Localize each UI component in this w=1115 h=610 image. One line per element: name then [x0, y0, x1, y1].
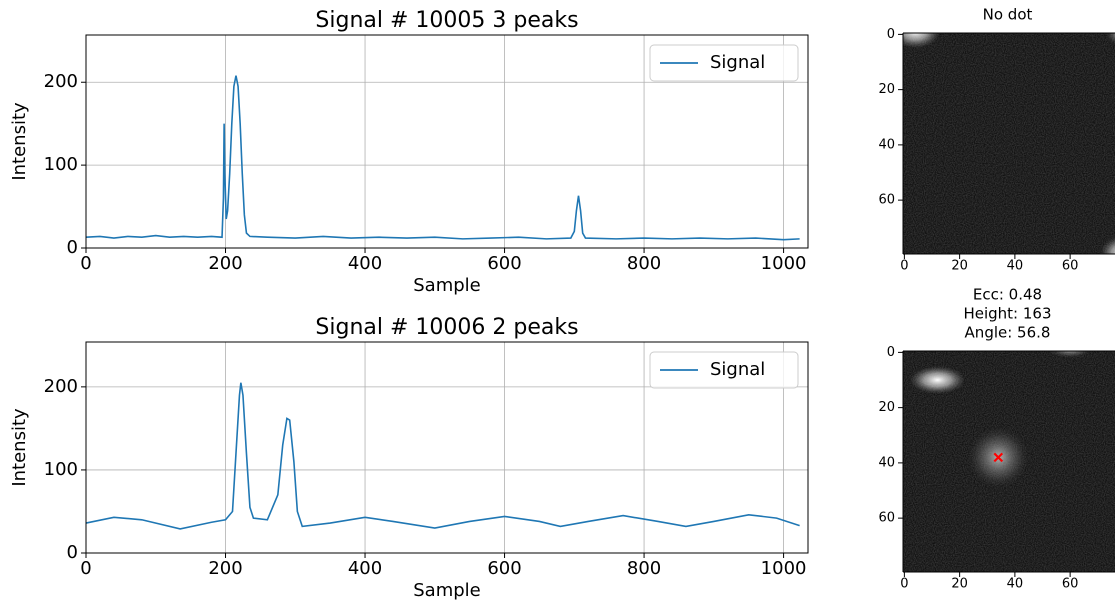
- x-tick-label: 20: [951, 577, 968, 592]
- x-axis-label: Sample: [413, 275, 481, 296]
- axes-frame: [85, 34, 809, 249]
- y-tick-label: 0: [887, 27, 895, 42]
- image-blob: [903, 33, 941, 49]
- x-tick-label: 0: [900, 577, 908, 592]
- y-axis-label: Intensity: [9, 408, 30, 487]
- y-tick-label: 0: [67, 237, 78, 258]
- chart-title: Signal # 10006 2 peaks: [315, 315, 578, 340]
- panel-title: Ecc: 0.48: [973, 286, 1042, 304]
- signal-line: [85, 382, 800, 530]
- chart-title: Signal # 10005 3 peaks: [315, 8, 578, 33]
- axes-frame: [85, 341, 809, 554]
- legend-label: Signal: [710, 359, 765, 380]
- x-tick-label: 800: [627, 253, 661, 274]
- image-blob: [1100, 237, 1115, 254]
- x-tick-label: 400: [348, 558, 382, 579]
- image-content: [903, 33, 1115, 254]
- x-tick-label: 40: [1007, 259, 1024, 274]
- x-axis-label: Sample: [413, 580, 481, 601]
- x-tick-label: 20: [951, 259, 968, 274]
- x-tick-label: 600: [487, 558, 521, 579]
- x-tick-label: 1000: [761, 253, 807, 274]
- image-blob: [1106, 33, 1115, 45]
- y-tick-label: 200: [44, 71, 78, 92]
- y-tick-label: 0: [67, 542, 78, 563]
- image: [903, 351, 1115, 572]
- signal-line: [85, 75, 800, 241]
- y-tick-label: 40: [878, 455, 895, 470]
- panel-title: No dot: [983, 6, 1033, 24]
- y-tick-label: 60: [878, 511, 895, 526]
- legend-box: [649, 351, 799, 389]
- marker: [993, 452, 1004, 463]
- y-tick-label: 200: [44, 376, 78, 397]
- image: [903, 33, 1115, 254]
- y-tick-label: 20: [878, 400, 895, 415]
- x-tick-label: 0: [80, 558, 91, 579]
- x-tick-label: 400: [348, 253, 382, 274]
- image-blob: [1048, 351, 1092, 358]
- y-tick-label: 100: [44, 154, 78, 175]
- y-tick-label: 100: [44, 459, 78, 480]
- x-tick-label: 0: [80, 253, 91, 274]
- legend-label: Signal: [710, 52, 765, 73]
- x-tick-label: 40: [1007, 577, 1024, 592]
- x-tick-label: 60: [1062, 259, 1079, 274]
- x-tick-label: 0: [900, 259, 908, 274]
- x-tick-label: 600: [487, 253, 521, 274]
- x-tick-label: 200: [208, 253, 242, 274]
- y-tick-label: 60: [878, 193, 895, 208]
- y-tick-label: 40: [878, 137, 895, 152]
- y-axis-label: Intensity: [9, 102, 30, 181]
- x-tick-label: 200: [208, 558, 242, 579]
- panel-title: Height: 163: [963, 305, 1051, 323]
- image-noise: [903, 33, 1115, 254]
- image-content: [903, 351, 1115, 572]
- panel-title: Angle: 56.8: [965, 324, 1051, 342]
- image-blob: [909, 366, 966, 394]
- x-tick-label: 60: [1062, 577, 1079, 592]
- x-tick-label: 800: [627, 558, 661, 579]
- x-tick-label: 1000: [761, 558, 807, 579]
- y-tick-label: 0: [887, 345, 895, 360]
- legend-box: [649, 44, 799, 82]
- y-tick-label: 20: [878, 82, 895, 97]
